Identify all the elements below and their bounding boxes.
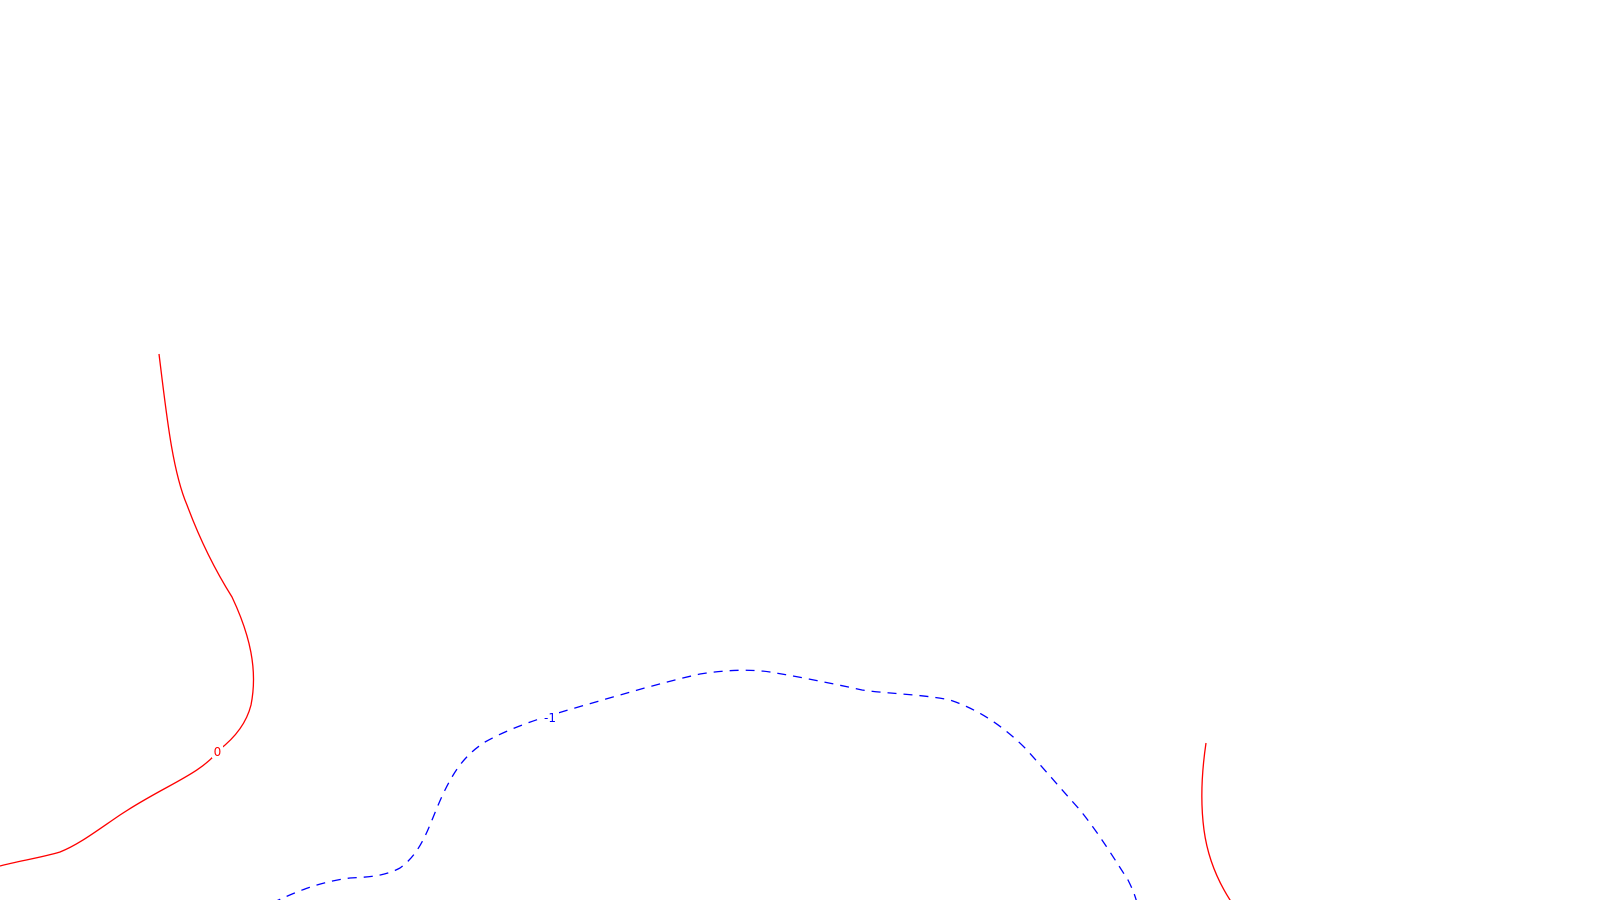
label-mask-minus1 — [541, 710, 559, 724]
contour-label-0: 0 — [214, 745, 222, 759]
contour-line-0-left — [0, 353, 255, 867]
label-mask-0 — [212, 744, 223, 758]
contour-line-0-right — [1201, 742, 1231, 900]
contour-line-minus1 — [276, 669, 1137, 900]
contour-label-minus1: -1 — [544, 711, 556, 725]
